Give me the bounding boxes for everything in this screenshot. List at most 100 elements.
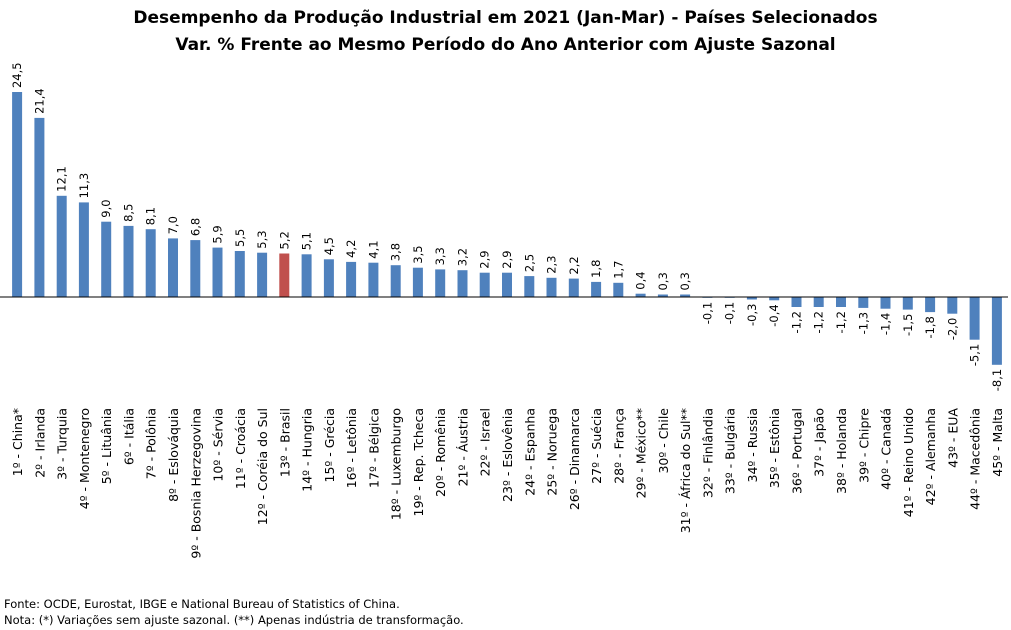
- category-label: 36º - Portugal: [790, 408, 805, 494]
- bar: [546, 277, 557, 297]
- bar: [145, 229, 156, 297]
- data-label: -1,2: [834, 311, 848, 333]
- data-label: 6,8: [188, 218, 202, 236]
- data-label: 5,3: [255, 230, 269, 248]
- category-label: 22º - Israel: [478, 408, 493, 476]
- category-label: 3º - Turquia: [55, 408, 70, 480]
- category-label: 14º - Hungria: [300, 408, 315, 492]
- category-label: 33º - Bulgária: [723, 408, 738, 494]
- data-label: -8,1: [990, 369, 1004, 391]
- category-label: 32º - Finlândia: [700, 408, 715, 498]
- category-label: 25º - Noruega: [545, 408, 560, 496]
- data-label: 7,0: [166, 216, 180, 234]
- category-label: 44º - Macedônia: [968, 408, 983, 510]
- category-label: 5º - Lituânia: [99, 408, 114, 484]
- category-label: 9º - Bosnia Herzegovina: [188, 408, 203, 559]
- data-label: 4,5: [322, 237, 336, 255]
- data-label: -0,4: [767, 304, 781, 326]
- category-label: 35º - Estônia: [767, 408, 782, 488]
- category-label: 19º - Rep. Tcheca: [411, 408, 426, 516]
- category-label: 41º - Reino Unido: [901, 408, 916, 517]
- data-label: 12,1: [55, 166, 69, 192]
- bar: [591, 281, 602, 297]
- data-label: 2,5: [522, 254, 536, 272]
- bar: [680, 294, 691, 297]
- category-label: 45º - Malta: [990, 408, 1005, 477]
- category-label: 8º - Eslováquia: [166, 408, 181, 502]
- source-note: Fonte: OCDE, Eurostat, IBGE e National B…: [4, 597, 400, 611]
- bar: [925, 297, 936, 313]
- data-label: -1,8: [923, 316, 937, 338]
- category-label: 26º - Dinamarca: [567, 408, 582, 510]
- data-label: 0,3: [656, 272, 670, 290]
- data-label: 21,4: [32, 88, 46, 114]
- bar: [12, 92, 23, 297]
- bar: [947, 297, 958, 314]
- bar: [168, 238, 178, 297]
- bar: [635, 293, 646, 297]
- bar: [502, 272, 512, 297]
- data-label: 3,8: [389, 243, 403, 261]
- bar: [902, 297, 913, 310]
- category-label: 13º - Brasil: [277, 408, 292, 477]
- category-label: 38º - Holanda: [834, 408, 849, 494]
- category-label: 16º - Letônia: [344, 408, 359, 488]
- category-label: 10º - Sérvia: [211, 408, 226, 482]
- bar: [346, 261, 357, 297]
- bar: [190, 240, 201, 297]
- data-label: -1,3: [856, 312, 870, 334]
- data-label: 11,3: [77, 173, 91, 199]
- bar: [880, 297, 891, 309]
- bar: [813, 297, 824, 307]
- data-label: -1,4: [879, 313, 893, 335]
- category-label: 27º - Suécia: [589, 408, 604, 484]
- category-label: 7º - Polônia: [144, 408, 159, 479]
- data-label: 2,2: [567, 256, 581, 274]
- bar: [791, 297, 802, 307]
- bar: [78, 202, 89, 297]
- category-label: 6º - Itália: [122, 408, 137, 465]
- bar: [234, 251, 245, 297]
- data-label: 24,5: [10, 62, 24, 88]
- category-label: 31º - África do Sul**: [678, 408, 693, 533]
- category-label: 30º - Chile: [656, 408, 671, 474]
- bar: [858, 297, 869, 308]
- category-label: 40º - Canadá: [879, 408, 894, 490]
- data-label: -1,2: [812, 311, 826, 333]
- data-label: 2,9: [500, 250, 514, 268]
- bar: [746, 297, 757, 300]
- bar: [279, 253, 290, 297]
- category-label: 2º - Irlanda: [32, 408, 47, 478]
- data-label: -1,5: [901, 314, 915, 336]
- category-label: 21º - Áustria: [456, 408, 471, 486]
- data-label: 2,3: [545, 256, 559, 274]
- bar: [101, 221, 112, 297]
- data-label: -2,0: [945, 318, 959, 340]
- bar: [991, 297, 1002, 365]
- category-label: 43º - EUA: [945, 408, 960, 468]
- category-label: 42º - Alemanha: [923, 408, 938, 505]
- bar: [212, 247, 223, 297]
- category-label: 34º - Russia: [745, 408, 760, 482]
- data-label: 3,5: [411, 245, 425, 263]
- data-label: 1,8: [589, 260, 603, 278]
- bar: [257, 252, 268, 297]
- data-label: 1,7: [611, 261, 625, 279]
- data-label: 5,9: [211, 225, 225, 243]
- bar: [769, 297, 780, 301]
- data-label: 5,2: [277, 231, 291, 249]
- data-label: 9,0: [99, 199, 113, 217]
- bar: [836, 297, 846, 307]
- category-label: 24º - Espanha: [522, 408, 537, 496]
- bar: [568, 278, 579, 297]
- category-label: 29º - México**: [634, 408, 649, 498]
- chart-subtitle: Var. % Frente ao Mesmo Período do Ano An…: [175, 35, 836, 55]
- data-label: 3,3: [433, 247, 447, 265]
- data-label: 3,2: [456, 248, 470, 266]
- bar: [657, 294, 668, 297]
- bar: [613, 282, 624, 297]
- category-label: 18º - Luxemburgo: [389, 408, 404, 520]
- bar: [479, 272, 490, 297]
- category-label: 1º - China*: [10, 408, 25, 476]
